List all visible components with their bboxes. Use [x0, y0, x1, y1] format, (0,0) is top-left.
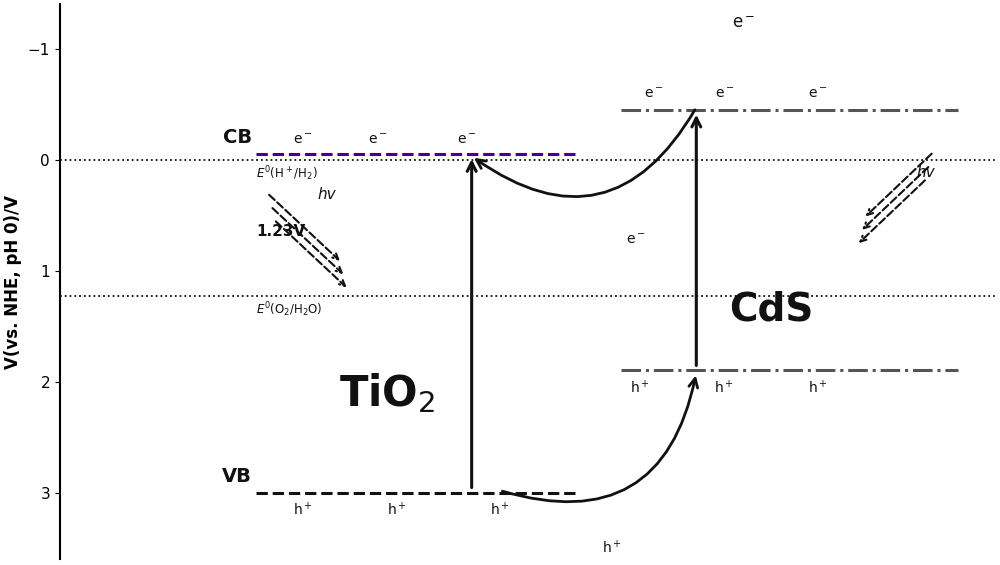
- Text: h$^+$: h$^+$: [490, 502, 510, 519]
- Text: 1.23V: 1.23V: [256, 224, 306, 239]
- Text: h$^+$: h$^+$: [387, 502, 407, 519]
- Text: h$^+$: h$^+$: [808, 379, 828, 397]
- Text: e$^-$: e$^-$: [732, 14, 755, 32]
- Text: e$^-$: e$^-$: [457, 132, 477, 146]
- Y-axis label: V(vs. NHE, pH 0)/V: V(vs. NHE, pH 0)/V: [4, 195, 22, 369]
- Text: hv: hv: [317, 187, 336, 202]
- Text: VB: VB: [222, 467, 252, 486]
- Text: e$^-$: e$^-$: [808, 87, 828, 101]
- Text: hv: hv: [916, 164, 935, 180]
- Text: h$^+$: h$^+$: [602, 539, 622, 557]
- Text: CdS: CdS: [729, 290, 813, 328]
- Text: h$^+$: h$^+$: [630, 379, 650, 397]
- Text: e$^-$: e$^-$: [644, 87, 664, 101]
- Text: h$^+$: h$^+$: [714, 379, 734, 397]
- Text: $E^0$(H$^+$/H$_2$): $E^0$(H$^+$/H$_2$): [256, 164, 318, 182]
- Text: h$^+$: h$^+$: [293, 502, 313, 519]
- Text: e$^-$: e$^-$: [368, 132, 388, 146]
- Text: e$^-$: e$^-$: [626, 233, 645, 246]
- Text: e$^-$: e$^-$: [293, 132, 313, 146]
- Text: CB: CB: [223, 128, 252, 147]
- Text: $E^0$(O$_2$/H$_2$O): $E^0$(O$_2$/H$_2$O): [256, 301, 323, 319]
- Text: TiO$_2$: TiO$_2$: [339, 371, 435, 415]
- Text: e$^-$: e$^-$: [715, 87, 734, 101]
